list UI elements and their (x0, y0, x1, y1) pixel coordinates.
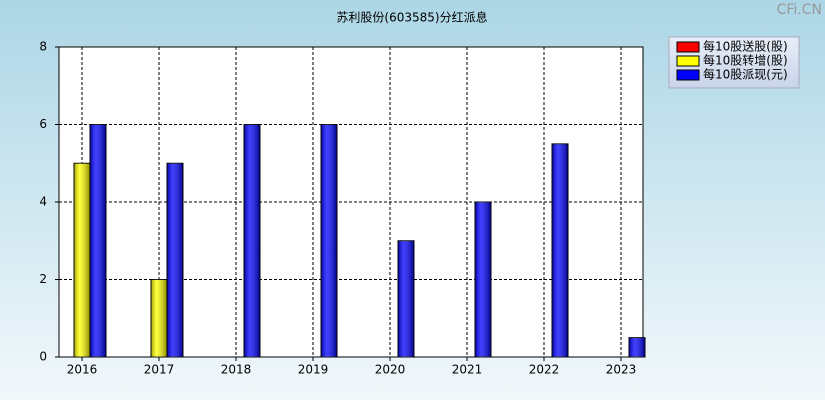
bar-shade (629, 337, 645, 357)
bar-shade (167, 163, 183, 357)
legend-swatch (676, 41, 700, 53)
x-tick-label: 2017 (144, 363, 175, 377)
y-tick-label: 4 (39, 195, 47, 209)
legend-label: 每10股转增(股) (703, 53, 788, 68)
bar-shade (552, 143, 568, 357)
bar-shade (475, 202, 491, 357)
x-tick-label: 2021 (452, 363, 483, 377)
bar-shade (244, 124, 260, 357)
bar-shade (398, 240, 414, 357)
bar-shade (321, 124, 337, 357)
y-tick-label: 8 (39, 40, 47, 54)
y-tick-label: 6 (39, 117, 47, 131)
x-tick-label: 2016 (67, 363, 98, 377)
legend-label: 每10股派现(元) (703, 67, 788, 82)
y-tick-label: 2 (39, 272, 47, 286)
x-tick-label: 2018 (221, 363, 252, 377)
x-tick-label: 2019 (298, 363, 329, 377)
legend-swatch (676, 69, 700, 81)
x-tick-label: 2023 (606, 363, 637, 377)
bar-shade (90, 124, 106, 357)
x-tick-label: 2020 (375, 363, 406, 377)
legend-label: 每10股送股(股) (703, 39, 788, 54)
watermark: CFi.CN (777, 2, 822, 18)
bar-shade (151, 279, 167, 357)
chart-title: 苏利股份(603585)分红派息 (336, 10, 487, 25)
bar-shade (74, 163, 90, 357)
y-tick-label: 0 (39, 350, 47, 364)
x-tick-label: 2022 (529, 363, 560, 377)
legend-swatch (676, 55, 700, 67)
